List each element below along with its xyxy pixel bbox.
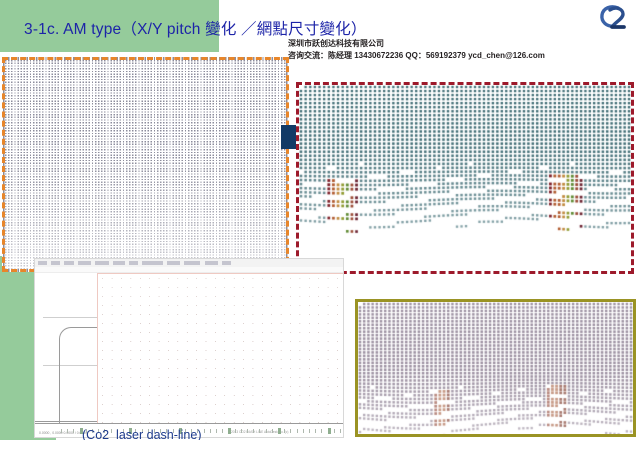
cad-ruler-tick <box>321 429 323 433</box>
cad-ruler-tick <box>340 429 341 433</box>
company-name: 深圳市跃创达科技有限公司 <box>288 39 384 48</box>
cad-ruler-tick <box>284 429 286 433</box>
cad-menu-item-window[interactable] <box>204 261 219 265</box>
dense-grid-dot-canvas <box>358 302 633 434</box>
cad-ruler-tick <box>240 429 242 433</box>
fine-grid-fade <box>5 60 286 269</box>
cad-menu-item-format[interactable] <box>95 261 110 265</box>
cad-ruler-tick <box>104 429 106 433</box>
cad-ruler-tick <box>160 429 162 433</box>
cad-divider <box>35 421 97 422</box>
cad-ruler-tick <box>290 429 292 433</box>
cad-ruler-tick <box>222 429 224 433</box>
variable-pitch-dot-canvas <box>299 85 631 271</box>
cad-ruler-tick <box>172 429 174 433</box>
cad-ruler-tick <box>110 429 112 433</box>
cad-ruler-tick <box>296 429 298 433</box>
cad-ruler-tick <box>67 429 69 433</box>
cad-menu-item-view[interactable] <box>64 261 74 265</box>
cad-ruler-tick <box>154 429 155 433</box>
cad-divider <box>43 365 97 366</box>
am-screen-fine-grid-panel <box>2 57 289 272</box>
cad-ruler-tick <box>247 429 248 433</box>
cad-ruler-tick <box>191 429 193 433</box>
cad-menu-item-insert[interactable] <box>77 261 92 265</box>
co2-laser-cad-window[interactable]: 0.0000 , 0.0000 0.0000 / 0.0000 2013 CO2… <box>34 258 344 438</box>
cad-toolbar[interactable] <box>35 267 343 273</box>
cad-drawing-canvas[interactable] <box>97 273 343 423</box>
cad-menu-item-edit[interactable] <box>51 261 61 265</box>
cad-rounded-outline-shape <box>59 327 100 425</box>
cad-ruler-tick <box>147 429 149 433</box>
cad-ruler-tick <box>116 429 118 433</box>
cad-coordinates-readout: 0.0000 , 0.0000 0.0000 / 0.0000 <box>39 431 88 435</box>
cad-ruler-tick <box>327 428 331 434</box>
cad-status-bar: 0.0000 , 0.0000 0.0000 / 0.0000 2013 CO2… <box>35 423 343 437</box>
cad-ruler-tick <box>333 429 335 433</box>
cad-ruler-tick <box>135 429 137 433</box>
cad-ruler-tick <box>123 429 124 433</box>
cad-ruler-tick <box>178 428 182 434</box>
cad-divider <box>43 317 97 318</box>
cad-ruler-tick <box>234 429 236 433</box>
cad-ruler-tick <box>98 429 100 433</box>
cad-ruler-tick <box>265 429 267 433</box>
cad-menu-item-modify[interactable] <box>166 261 181 265</box>
title-highlight-band <box>0 0 219 52</box>
cad-canvas-fade <box>98 274 343 423</box>
cad-menu-item-draw[interactable] <box>128 261 138 265</box>
am-screen-variable-pitch-panel <box>296 82 634 274</box>
cad-ruler-tick <box>141 429 143 433</box>
cad-ruler-tick <box>315 429 317 433</box>
cad-ruler-tick <box>228 428 232 434</box>
cad-ruler-tick <box>309 429 310 433</box>
cad-ruler-tick <box>197 429 199 433</box>
cad-ruler-tick <box>271 429 273 433</box>
cad-ruler-tick <box>302 429 304 433</box>
cad-ruler-tick <box>259 429 261 433</box>
cad-ruler-tick <box>129 428 133 434</box>
cad-ruler-tick <box>185 429 186 433</box>
cad-menu-item-help[interactable] <box>222 261 232 265</box>
cad-caption: (Co2_laser dash-line) <box>82 428 202 442</box>
cad-menu-item-express[interactable] <box>184 261 201 265</box>
cad-ruler-tick <box>79 428 83 434</box>
cad-ruler-tick <box>92 429 93 433</box>
cad-ruler-tick <box>253 429 255 433</box>
cad-ruler-tick <box>278 428 281 434</box>
c2-brand-logo-icon <box>600 5 626 29</box>
cad-ruler-tick <box>73 429 75 433</box>
contact-info: 咨询交流：陈经理 13430672236 QQ：569192379 ycd_ch… <box>288 51 545 60</box>
cad-ruler-tick <box>209 429 211 433</box>
am-screen-dense-grid-panel <box>355 299 636 437</box>
cad-ruler-tick <box>85 429 87 433</box>
cad-menu-item-tools[interactable] <box>113 261 125 265</box>
cad-menu-item-dimension[interactable] <box>141 261 163 265</box>
cad-menu-item-file[interactable] <box>38 261 48 265</box>
cad-ruler-tick <box>216 429 217 433</box>
cad-left-pane <box>35 273 100 425</box>
cad-ruler-tick <box>203 429 205 433</box>
page-title: 3-1c. AM type（X/Y pitch 變化 ／網點尺寸變化） <box>24 21 367 38</box>
cad-ruler-tick <box>166 429 168 433</box>
cad-ruler-tick <box>61 429 62 433</box>
footer-strip <box>0 440 640 465</box>
